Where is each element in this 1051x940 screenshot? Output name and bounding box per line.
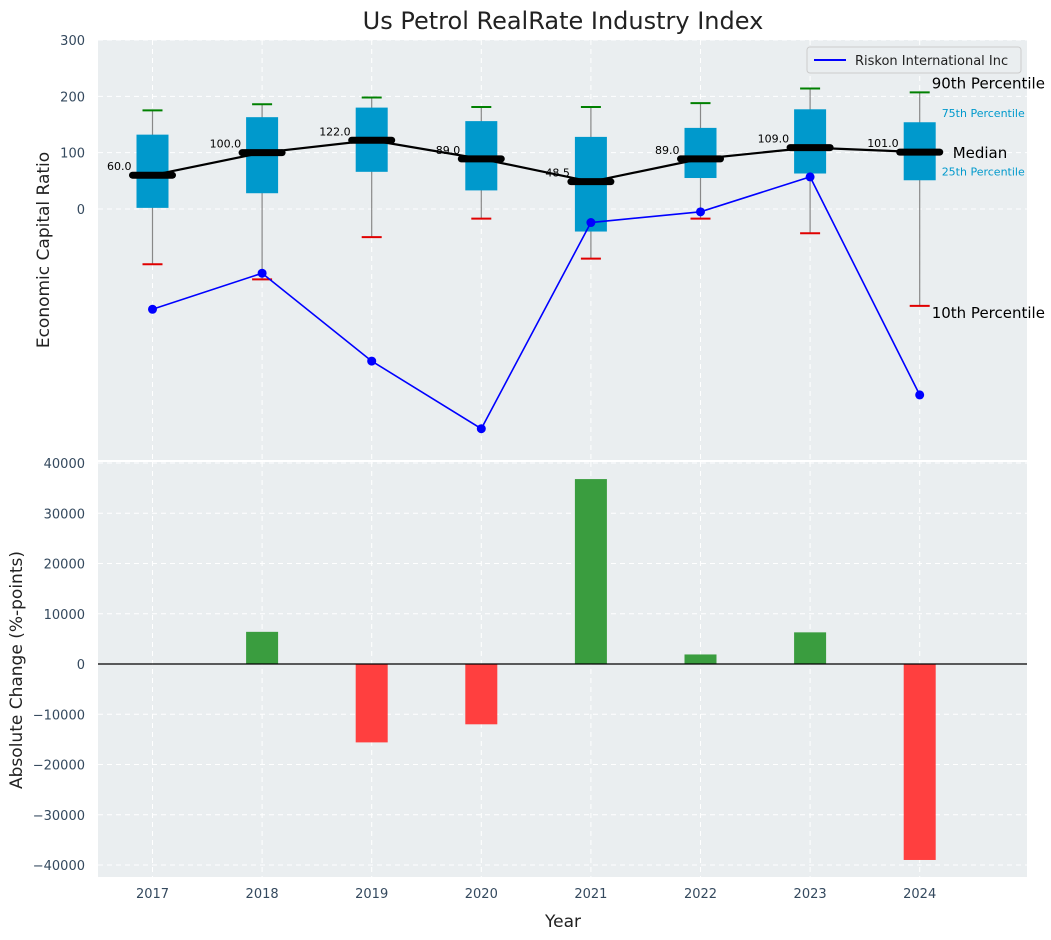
change-bar: [684, 654, 717, 664]
median-value-label: 60.0: [107, 160, 132, 173]
chart-title: Us Petrol RealRate Industry Index: [363, 7, 764, 35]
p25-annotation: 25th Percentile: [942, 165, 1025, 178]
change-bar: [246, 631, 279, 664]
top-y-tick-label: 300: [60, 34, 85, 49]
bottom-y-tick-label: 20000: [44, 558, 85, 573]
x-axis-label: Year: [544, 912, 581, 932]
x-tick-label: 2018: [246, 887, 279, 902]
top-y-tick-label: 100: [60, 147, 85, 162]
top-y-axis-label: Economic Capital Ratio: [34, 152, 54, 348]
change-bar: [355, 664, 388, 743]
bottom-y-tick-label: 10000: [44, 608, 85, 623]
median-line: [152, 139, 920, 183]
median-value-label: 109.0: [758, 133, 790, 146]
change-bar: [465, 664, 498, 725]
median-value-label: 100.0: [210, 138, 242, 151]
bottom-y-tick-label: 0: [77, 658, 85, 673]
x-tick-label: 2020: [465, 887, 498, 902]
x-tick-label: 2024: [903, 887, 936, 902]
x-tick-label: 2017: [136, 887, 169, 902]
x-tick-label: 2021: [574, 887, 607, 902]
series-point: [367, 356, 377, 366]
bottom-y-tick-label: 30000: [44, 507, 85, 522]
series-line: [152, 175, 921, 430]
bottom-y-tick-label: −20000: [33, 759, 85, 774]
iqr-box: [794, 109, 827, 174]
iqr-box: [684, 127, 717, 179]
series-point: [805, 172, 815, 182]
median-value-label: 122.0: [319, 125, 351, 138]
bottom-y-tick-label: −10000: [33, 708, 85, 723]
x-tick-label: 2019: [355, 887, 388, 902]
legend-series-label: Riskon International Inc: [855, 54, 1008, 69]
bottom-y-axis-label: Absolute Change (%-points): [7, 551, 27, 789]
median-value-label: 101.0: [867, 137, 899, 150]
bottom-y-tick-label: 40000: [44, 457, 85, 472]
median-annotation: Median: [953, 144, 1008, 162]
p10-annotation: 10th Percentile: [932, 304, 1045, 322]
series-point: [148, 304, 157, 314]
bottom-y-tick-label: −30000: [33, 809, 85, 824]
series-point: [476, 424, 486, 434]
p90-annotation: 90th Percentile: [932, 74, 1045, 92]
series-point: [696, 207, 705, 217]
x-tick-label: 2022: [684, 887, 717, 902]
top-y-tick-label: 200: [60, 90, 85, 105]
legend: Riskon International Inc: [806, 46, 1022, 74]
x-tick-label: 2023: [794, 887, 827, 902]
median-value-label: 89.0: [655, 144, 680, 157]
top-y-tick-label: 0: [77, 203, 85, 218]
series-point: [257, 268, 267, 278]
iqr-box: [136, 134, 169, 208]
bottom-plot-area: [98, 462, 1027, 877]
p75-annotation: 75th Percentile: [942, 107, 1025, 120]
change-bar: [794, 632, 827, 664]
series-point: [586, 218, 596, 228]
bottom-y-tick-label: −40000: [33, 859, 85, 874]
series-point: [915, 390, 925, 400]
top-plot-area: [98, 40, 1027, 460]
change-bar: [574, 479, 607, 664]
change-bar: [903, 664, 936, 860]
